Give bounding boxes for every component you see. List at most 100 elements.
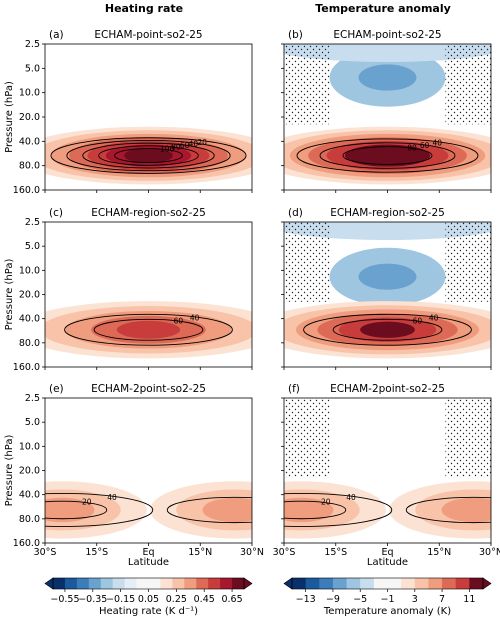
- contour-label: 40: [107, 493, 117, 502]
- colorbar-swatch: [319, 578, 334, 589]
- y-axis-label: Pressure (hPa): [4, 435, 15, 507]
- contour-line: [45, 500, 108, 520]
- y-tick-label: 2.5: [25, 217, 40, 228]
- colorbar-swatch: [332, 578, 347, 589]
- contour-line: [82, 142, 215, 169]
- contour-line: [66, 139, 231, 172]
- colorbar-swatch: [220, 578, 233, 589]
- panel-letter: (e): [49, 383, 64, 395]
- colorbar-tick-label: 7: [439, 594, 445, 605]
- contour-line: [93, 318, 204, 341]
- cooling-top: [284, 44, 491, 62]
- contour-label: 40: [429, 314, 439, 323]
- x-tick-label: 30°S: [34, 547, 57, 558]
- contour-label: 60: [174, 316, 184, 325]
- contour-label: 80: [171, 143, 181, 152]
- colorbar-extend-min: [283, 577, 293, 590]
- stippling-left: [284, 398, 330, 478]
- contour-label: 60: [413, 316, 423, 325]
- x-axis-label: Latitude: [367, 557, 408, 568]
- field: 40 40 20: [45, 481, 252, 539]
- contour-line: [303, 313, 472, 346]
- x-axis-label: Latitude: [128, 557, 169, 568]
- level-0-4: [116, 320, 181, 339]
- y-tick-label: 80.0: [19, 514, 40, 525]
- panel-c: 40 60 (c) ECHAM-region-so2-25 2.5 5.0 10.0 20.0…: [4, 207, 253, 373]
- colorbar-extend-max: [482, 577, 492, 590]
- contour-label: 40: [190, 314, 200, 323]
- y-tick-label: 5.0: [25, 417, 40, 428]
- panel-title: ECHAM-point-so2-25: [94, 29, 202, 41]
- contour-label: 80: [407, 143, 417, 152]
- contour-label: 100: [160, 144, 175, 153]
- y-tick-label: 160.0: [13, 362, 40, 373]
- colorbar-swatch: [232, 578, 245, 589]
- y-tick-label: 2.5: [25, 393, 40, 404]
- colorbar-swatch: [428, 578, 443, 589]
- colorbar-swatch: [442, 578, 457, 589]
- contour-line: [50, 137, 247, 174]
- y-tick-label: 2.5: [25, 39, 40, 50]
- y-tick-label: 20.0: [19, 290, 40, 301]
- contour-line: [64, 313, 233, 346]
- y-tick-label: 40.0: [19, 490, 40, 501]
- contour-line: [284, 500, 347, 520]
- panel-title: ECHAM-2point-so2-25: [91, 383, 206, 395]
- x-tick-label: 15°N: [427, 547, 451, 558]
- contour-line: [284, 492, 393, 527]
- cooling-core: [358, 263, 417, 290]
- contour-label: 40: [433, 139, 443, 148]
- field: 40 60: [284, 222, 491, 359]
- panel-letter: (b): [288, 29, 303, 41]
- colorbars: −0.55−0.35−0.15 0.05 0.25 0.45 0.65 Heating r…: [44, 577, 492, 617]
- x-tick-label: 30°S: [273, 547, 296, 558]
- colorbar-label: Temperature anomaly (K): [323, 606, 451, 617]
- y-tick-label: 5.0: [25, 241, 40, 252]
- y-tick-label: 160.0: [13, 185, 40, 196]
- colorbar-swatch: [373, 578, 388, 589]
- panel-letter: (c): [49, 207, 63, 219]
- stippling-right: [445, 44, 491, 125]
- panel-f: 404020(f)ECHAM-2point-so2-2530°S15°SEq15…: [273, 383, 500, 568]
- level-0-5: [360, 321, 415, 338]
- colorbar-swatch: [64, 578, 78, 589]
- contour-label: 60: [420, 141, 430, 150]
- column-title-heating: Heating rate: [105, 2, 183, 15]
- colorbar-swatch: [100, 578, 114, 589]
- panel-title: ECHAM-region-so2-25: [91, 207, 206, 219]
- contour-label: 40: [346, 493, 356, 502]
- y-tick-label: 10.0: [19, 265, 40, 276]
- level-0-2: [45, 497, 95, 523]
- colorbar-swatch: [160, 578, 173, 589]
- contour-line: [114, 148, 183, 164]
- column-title-temperature: Temperature anomaly: [315, 2, 451, 15]
- colorbar-tick-label: 0.65: [221, 594, 242, 605]
- colorbar-swatch: [184, 578, 197, 589]
- colorbar-swatch: [414, 578, 429, 589]
- panel-letter: (a): [49, 29, 64, 41]
- y-axis-label: Pressure (hPa): [4, 259, 15, 331]
- colorbar-swatch: [208, 578, 221, 589]
- colorbar-tick-label: 11: [463, 594, 475, 605]
- colorbar-tick-label: 0.45: [194, 594, 215, 605]
- x-tick-label: Eq: [381, 547, 393, 558]
- colorbar-tick-label: −0.15: [106, 594, 135, 605]
- contour-line: [332, 318, 443, 341]
- panel-e: 40 40 20 (e) ECHAM-2point-so2-25 2.5 5.0 10.0 20…: [4, 383, 264, 568]
- contour-label: 20: [197, 138, 207, 147]
- contour-line: [45, 492, 154, 527]
- contour-label: 20: [321, 498, 331, 507]
- field: 40 60: [45, 301, 252, 359]
- colorbar-swatch: [387, 578, 402, 589]
- panel-title: ECHAM-point-so2-25: [333, 29, 441, 41]
- y-tick-label: 10.0: [19, 441, 40, 452]
- colorbar-swatch: [360, 578, 375, 589]
- panel-letter: (d): [288, 207, 303, 219]
- y-tick-label: 80.0: [19, 338, 40, 349]
- colorbar-tick-label: 0.05: [138, 594, 159, 605]
- colorbar-label: Heating rate (K d⁻¹): [99, 606, 198, 617]
- x-tick-label: 15°N: [188, 547, 212, 558]
- y-tick-label: 40.0: [19, 314, 40, 325]
- x-tick-label: 15°S: [85, 547, 108, 558]
